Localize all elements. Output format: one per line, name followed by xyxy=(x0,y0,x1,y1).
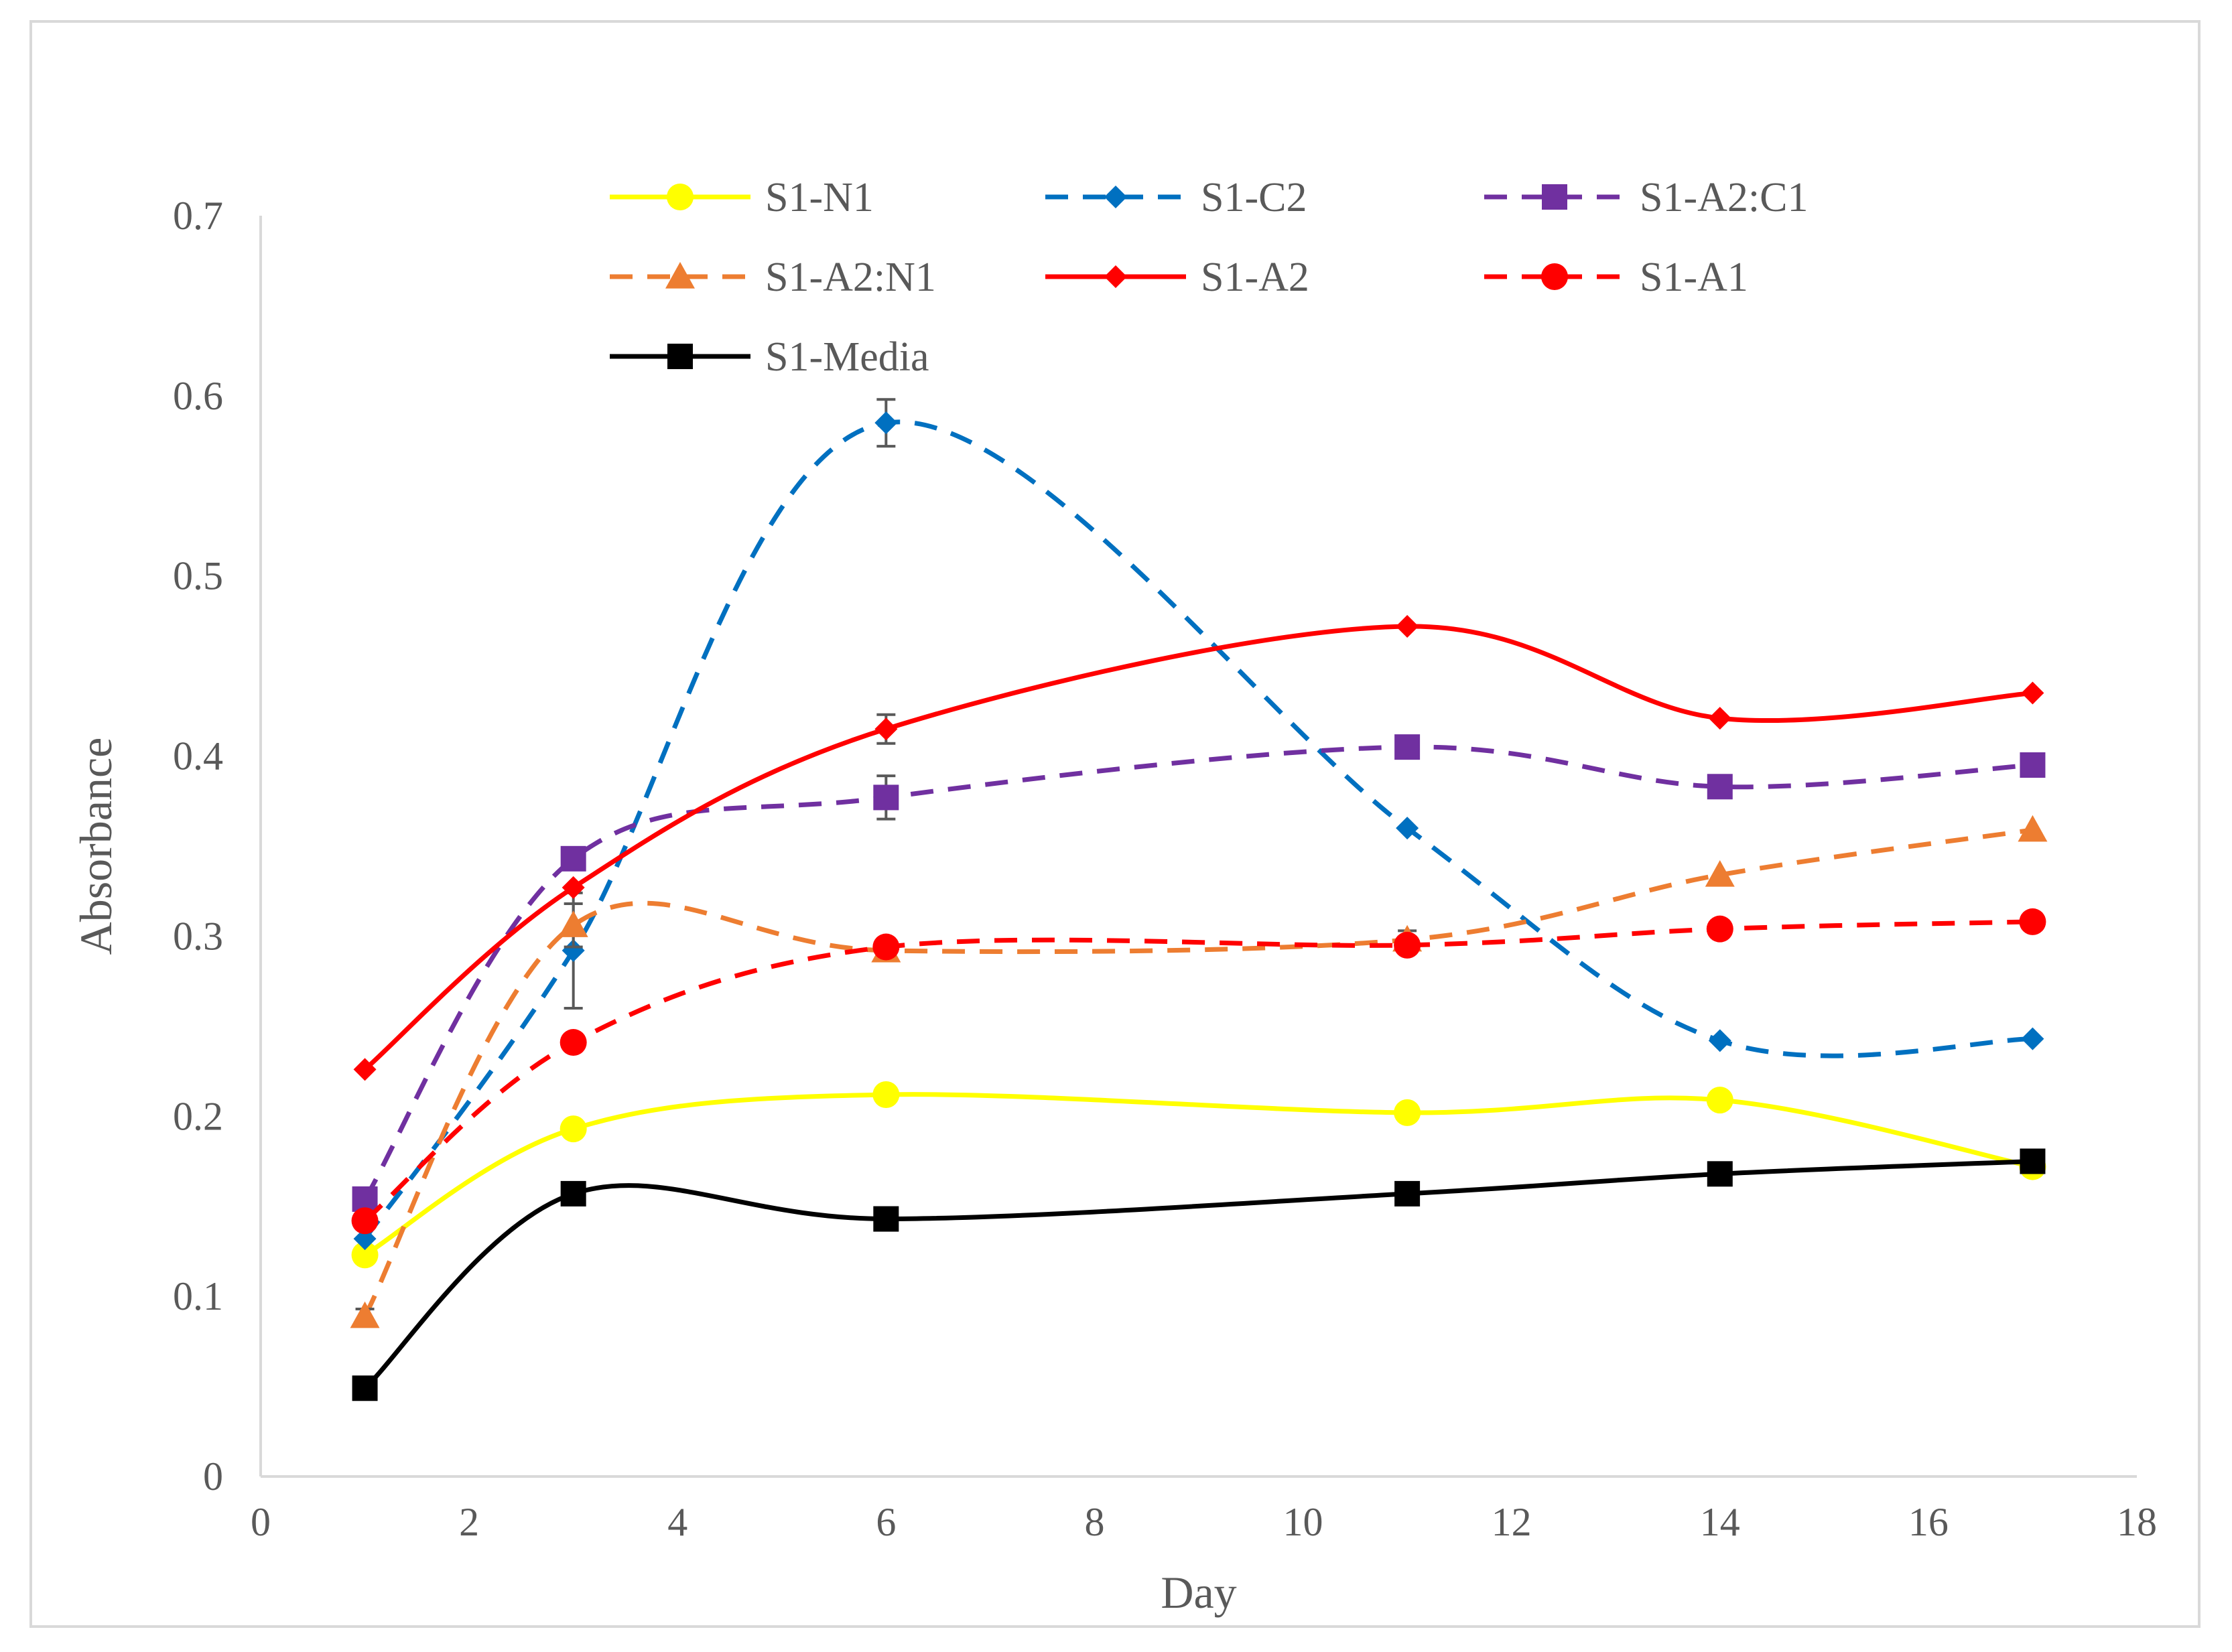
legend-marker xyxy=(667,344,693,369)
series-line xyxy=(363,1092,2034,1257)
data-point xyxy=(562,876,585,899)
x-tick-label: 2 xyxy=(459,1500,479,1544)
data-point xyxy=(872,1081,900,1109)
data-point xyxy=(352,1375,378,1401)
data-point xyxy=(873,784,899,811)
legend-item-s1-a2-n1: S1-A2:N1 xyxy=(610,255,936,300)
data-point xyxy=(560,1115,587,1143)
data-point xyxy=(1705,860,1735,887)
y-tick-label: 0.1 xyxy=(173,1274,223,1318)
data-point xyxy=(2021,1027,2044,1050)
y-axis-title: Absorbance xyxy=(70,738,121,955)
data-point xyxy=(872,933,900,961)
legend-marker xyxy=(1104,265,1127,288)
series-s1-n1 xyxy=(351,1081,2046,1269)
data-point xyxy=(1396,614,1419,638)
series-s1-media xyxy=(352,1148,2046,1401)
legend-label: S1-N1 xyxy=(765,175,874,220)
y-tick-label: 0.3 xyxy=(173,914,223,958)
data-point xyxy=(2020,1148,2046,1174)
data-point xyxy=(560,1029,587,1056)
y-tick-label: 0.2 xyxy=(173,1094,223,1138)
y-tick-label: 0.7 xyxy=(173,194,223,238)
legend-marker xyxy=(665,262,695,289)
y-tick-labels: 0 0.1 0.2 0.3 0.4 0.5 0.6 0.7 xyxy=(173,194,223,1499)
legend-label: S1-A2:N1 xyxy=(765,255,936,300)
data-point xyxy=(350,1301,380,1328)
data-point xyxy=(353,1227,377,1251)
series-line xyxy=(363,1159,2033,1390)
series-line xyxy=(363,919,2033,1223)
series-s1-a2 xyxy=(353,614,2044,1081)
x-tick-label: 8 xyxy=(1084,1500,1104,1544)
legend-label: S1-A1 xyxy=(1640,255,1748,300)
y-tick-label: 0 xyxy=(203,1454,223,1499)
data-point xyxy=(2020,752,2046,778)
x-tick-label: 12 xyxy=(1492,1500,1532,1544)
data-point xyxy=(560,1180,586,1207)
data-point xyxy=(1706,915,1733,943)
series-layer xyxy=(350,398,2048,1401)
data-point xyxy=(1394,1180,1421,1207)
data-point xyxy=(1394,931,1421,959)
data-point xyxy=(351,1241,379,1269)
legend-marker xyxy=(667,184,694,210)
data-point xyxy=(353,1058,377,1081)
x-tick-labels: 0 2 4 6 8 10 12 14 16 18 xyxy=(251,1500,2157,1544)
x-tick-label: 6 xyxy=(876,1500,896,1544)
data-point xyxy=(873,1206,899,1232)
data-point xyxy=(874,717,898,741)
series-line xyxy=(363,624,2033,1072)
series-line xyxy=(363,827,2033,1318)
x-tick-label: 10 xyxy=(1283,1500,1323,1544)
y-tick-label: 0.5 xyxy=(173,554,223,598)
legend-label: S1-C2 xyxy=(1201,175,1307,220)
data-point xyxy=(560,845,586,872)
x-tick-label: 4 xyxy=(667,1500,687,1544)
x-tick-label: 16 xyxy=(1908,1500,1949,1544)
legend-label: S1-A2 xyxy=(1201,255,1309,300)
series-s1-a1 xyxy=(351,908,2046,1235)
legend-item-s1-a2-c1: S1-A2:C1 xyxy=(1484,175,1808,220)
x-tick-label: 0 xyxy=(251,1500,271,1544)
data-point xyxy=(2019,908,2046,935)
legend-marker xyxy=(1542,184,1567,210)
legend-item-s1-n1: S1-N1 xyxy=(610,175,874,220)
legend: S1-N1 S1-C2 S1-A2:C1 S1-A2:N1 S1-A2 S1-A1 S1-M… xyxy=(610,175,1808,380)
data-point xyxy=(1396,817,1419,840)
data-point xyxy=(1707,1161,1733,1187)
x-tick-label: 18 xyxy=(2117,1500,2157,1544)
legend-item-s1-a2: S1-A2 xyxy=(1045,255,1309,300)
data-point xyxy=(1706,1087,1733,1114)
series-line xyxy=(363,744,2033,1200)
data-point xyxy=(1707,774,1733,800)
legend-label: S1-Media xyxy=(765,334,929,380)
data-point xyxy=(2018,815,2048,842)
legend-item-s1-media: S1-Media xyxy=(610,334,929,380)
series-s1-a2-c1 xyxy=(352,734,2046,1212)
data-point xyxy=(1708,707,1731,730)
legend-label: S1-A2:C1 xyxy=(1640,175,1808,220)
axes xyxy=(259,216,2137,1478)
data-point xyxy=(1708,1029,1731,1052)
data-point xyxy=(351,1207,379,1235)
x-axis-title: Day xyxy=(1161,1567,1236,1618)
y-tick-label: 0.6 xyxy=(173,374,223,418)
data-point xyxy=(874,411,898,435)
legend-marker xyxy=(1541,263,1568,290)
data-point xyxy=(558,910,588,937)
legend-item-s1-a1: S1-A1 xyxy=(1484,255,1748,300)
data-point xyxy=(1394,1099,1421,1126)
data-point xyxy=(562,939,585,962)
x-tick-label: 14 xyxy=(1700,1500,1740,1544)
data-point xyxy=(2021,681,2044,705)
legend-item-s1-c2: S1-C2 xyxy=(1045,175,1307,220)
y-tick-label: 0.4 xyxy=(173,734,223,778)
data-point xyxy=(1394,734,1421,760)
series-s1-c2 xyxy=(353,398,2044,1251)
legend-marker xyxy=(1104,186,1127,208)
